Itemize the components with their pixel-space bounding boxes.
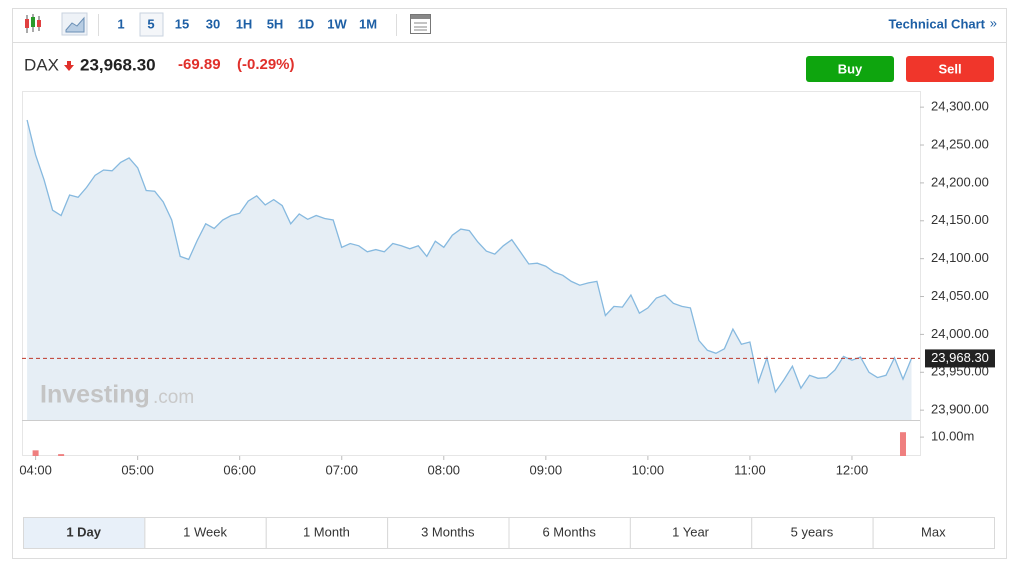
y-tick-label: 23,900.00 [931,402,989,417]
range-tab-label[interactable]: 1 Week [183,524,227,539]
range-tab[interactable] [629,517,753,549]
volume-bar [899,432,906,456]
interval[interactable]: 5 [147,16,154,31]
interval[interactable]: 5H [267,16,284,31]
y-tick-label: 24,200.00 [931,174,989,189]
interval[interactable]: 15 [175,16,189,31]
interval[interactable]: 1M [359,16,377,31]
interval[interactable]: 30 [206,16,220,31]
price: 23,968.30 [80,55,156,74]
range-tabs: 1 Day 1 Week 1 Month 3 Months 6 Months 1 Year… [23,517,995,549]
symbol: DAX [24,55,59,74]
x-tick-label: 10:00 [632,462,665,477]
range-tab-label[interactable]: 6 Months [542,524,596,539]
x-tick-label: 12:00 [836,462,869,477]
x-tick-label: 06:00 [223,462,256,477]
candle-icon[interactable] [25,14,41,33]
interval[interactable]: 1W [327,16,347,31]
range-tab-label[interactable]: Max [921,524,946,539]
watermark: Investing [40,381,150,409]
range-tab-label[interactable]: 3 Months [421,524,475,539]
buy-label[interactable]: Buy [838,61,863,76]
down-arrow [64,61,74,71]
y-tick-label: 24,050.00 [931,288,989,303]
y-tick-label: 23,950.00 [931,364,989,379]
y-tick-label: 24,000.00 [931,326,989,341]
plot: 24,300.00 24,250.00 24,200.00 24,150.00 24,1… [19,99,995,477]
interval[interactable]: 1D [298,16,315,31]
volume-bar [58,454,65,456]
link-arrow[interactable]: » [990,15,997,30]
range-tab-label[interactable]: 1 Day [66,524,101,539]
watermark-suffix: .com [153,387,194,408]
price-line [26,119,913,394]
y-tick-label: 24,100.00 [931,250,989,265]
interval[interactable]: 1H [236,16,253,31]
last-price-box [925,349,995,368]
y-tick-label: 24,250.00 [931,136,989,151]
x-tick-label: 05:00 [121,462,154,477]
range-tab[interactable] [751,517,874,549]
x-tick-label: 09:00 [530,462,563,477]
change-percent: (-0.29%) [237,56,295,73]
area-icon-shape [65,16,85,33]
table-icon[interactable] [410,14,431,34]
interval[interactable]: 1 [117,16,124,31]
last-price-label: 23,968.30 [931,350,989,365]
change: -69.89 [178,56,221,73]
area-fill [27,120,912,420]
x-tick-label: 07:00 [325,462,358,477]
volume-tick-label: 10.00m [931,429,974,444]
range-tab[interactable] [872,517,995,549]
x-tick-label: 04:00 [19,462,52,477]
range-tab-label[interactable]: 1 Year [672,524,710,539]
sell-button[interactable] [906,56,994,82]
range-tab-label[interactable]: 1 Month [303,524,350,539]
active-interval [139,12,164,37]
y-tick-label: 24,300.00 [931,99,989,114]
range-tab-label[interactable]: 5 years [791,524,834,539]
technical-chart-link[interactable]: Technical Chart [888,16,985,31]
sell-label[interactable]: Sell [938,61,961,76]
range-tab[interactable] [23,517,146,549]
volume-bar [32,450,39,456]
plot-frame [22,91,921,456]
range-tab[interactable] [265,517,389,549]
buy-button[interactable] [806,56,894,82]
x-tick-label: 11:00 [734,462,766,477]
range-tab[interactable] [144,517,267,549]
x-tick-label: 08:00 [428,462,461,477]
y-tick-label: 24,150.00 [931,212,989,227]
